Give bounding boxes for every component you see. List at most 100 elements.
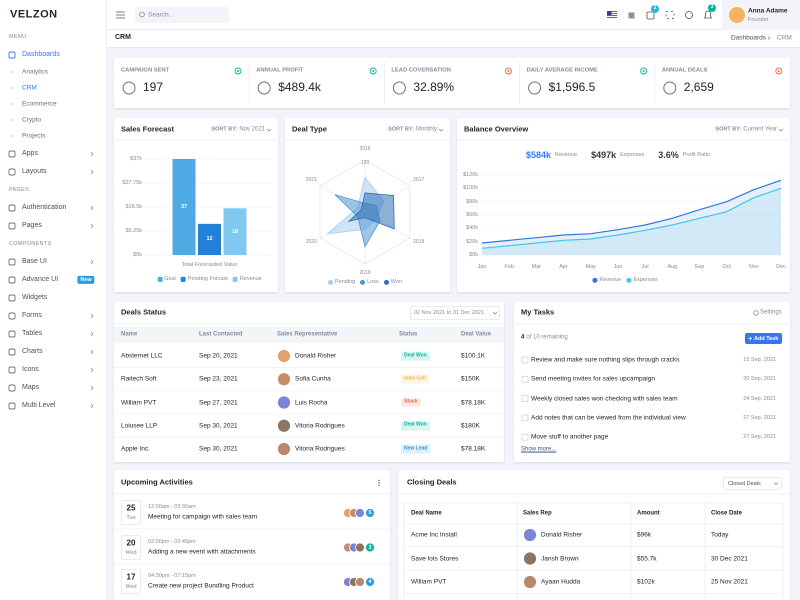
apps-icon[interactable]	[631, 15, 635, 19]
task-text: Move stuff to another page	[531, 433, 609, 441]
menu-item[interactable]: Dashboards	[22, 50, 60, 58]
legend-label: Expenses	[633, 276, 658, 283]
submenu-item[interactable]: Analytics	[22, 68, 49, 76]
task-checkbox[interactable]	[521, 356, 529, 364]
menu-item[interactable]: Icons	[22, 365, 39, 373]
submenu-item[interactable]: Ecommerce	[22, 100, 57, 108]
menu-item[interactable]: Tables	[22, 329, 43, 337]
table-cell: Raitech Soft	[121, 375, 157, 383]
menu-item[interactable]: Apps	[22, 149, 38, 157]
y-tick-label: $0k	[469, 251, 478, 258]
x-tick-label: Nov	[748, 263, 759, 270]
radar-tick-label: 120	[360, 160, 370, 167]
menu-item[interactable]: Maps	[22, 383, 40, 391]
search-placeholder[interactable]: Search...	[148, 11, 175, 19]
legend-label: Pending Forcast	[187, 275, 228, 282]
apps-icon[interactable]	[628, 15, 632, 19]
menu-item[interactable]: Advance UI	[22, 275, 59, 283]
chevron-icon	[266, 128, 272, 132]
stat-label: CAMPAIGN SENT	[121, 67, 170, 74]
fullscreen-icon[interactable]	[665, 11, 675, 19]
cart-badge: 2	[653, 5, 657, 12]
menu-item[interactable]: Multi Level	[22, 401, 56, 409]
table-cell: $102k	[637, 578, 655, 586]
submenu-item[interactable]: Crypto	[22, 116, 42, 124]
menu-item[interactable]: Pages	[22, 221, 42, 229]
legend: Revenue Expenses	[592, 276, 658, 283]
status-badge: Deal Won	[401, 351, 430, 361]
table-cell: Donald Risher	[295, 352, 337, 360]
task-text: Add notes that can be viewed from the in…	[531, 414, 686, 422]
menu-item[interactable]: Authentication	[22, 203, 67, 211]
breadcrumb-link[interactable]: Dashboards	[731, 34, 767, 42]
task-checkbox[interactable]	[521, 414, 529, 422]
date-filter[interactable]	[410, 306, 500, 320]
sort-label: SORT BY:	[715, 126, 742, 133]
stat-trend-dot	[237, 70, 239, 72]
flag-stripe	[607, 11, 617, 12]
legend-label: Loss	[367, 278, 379, 285]
sort-value[interactable]: Nov 2021	[239, 126, 265, 133]
table-header: Sales Rep	[523, 510, 552, 517]
bell-icon[interactable]	[703, 10, 713, 19]
task-checkbox[interactable]	[521, 395, 529, 403]
area	[482, 188, 781, 255]
table-header: Status	[399, 331, 418, 338]
x-tick-label: Jun	[613, 263, 623, 270]
cart-icon[interactable]	[646, 11, 655, 20]
tasks-card	[514, 302, 790, 462]
status-badge: Intro Call	[401, 374, 429, 384]
submenu-item[interactable]: Projects	[22, 132, 46, 140]
sort-value[interactable]: Monthly	[415, 126, 437, 133]
menu-item[interactable]: Charts	[22, 347, 43, 355]
more-icon[interactable]	[378, 479, 380, 482]
apps-icon[interactable]	[628, 12, 632, 16]
search-box[interactable]	[135, 7, 229, 23]
task-checkbox[interactable]	[521, 433, 529, 441]
menu-item[interactable]: Forms	[22, 311, 42, 319]
sort-value[interactable]: Current Year	[743, 126, 777, 133]
stat-trend-dot	[777, 70, 780, 72]
status-badge: New Lead	[401, 444, 431, 454]
y-tick-label: $80k	[466, 198, 478, 205]
user-name: Anna Adame	[748, 7, 788, 15]
show-more-link[interactable]: Show more...	[521, 446, 557, 453]
theme-icon[interactable]	[685, 11, 693, 19]
sort-control: SORT BY: Current Year	[715, 127, 777, 134]
stat-label: DAILY AVERAGE INCOME	[526, 67, 598, 74]
task-checkbox[interactable]	[521, 375, 529, 383]
legend-label: Revenue	[239, 275, 262, 282]
logo: VELZON	[10, 8, 58, 21]
radar-grid	[319, 159, 411, 265]
task-text: Weekly closed sales won checking with sa…	[531, 394, 678, 402]
legend-marker	[327, 279, 333, 285]
avatar	[523, 551, 537, 566]
apps-icon[interactable]	[631, 12, 635, 16]
flag-canton	[607, 11, 612, 15]
add-task-plus: Add Task	[754, 335, 779, 342]
more-icon[interactable]	[378, 482, 380, 484]
legend-item: Revenue	[592, 277, 621, 283]
stat-value: $1,596.5	[548, 80, 596, 95]
submenu-item[interactable]: CRM	[22, 84, 37, 92]
menu-item[interactable]: Widgets	[22, 293, 48, 301]
menu-icon	[8, 348, 16, 356]
flag-stripe	[607, 13, 617, 14]
add-task-button[interactable]	[745, 333, 782, 344]
x-tick-label: Mar	[531, 263, 542, 270]
menu-icon	[8, 312, 16, 320]
menu-item[interactable]: Layouts	[22, 167, 47, 175]
stat-icon	[663, 81, 677, 95]
remaining-count: 4	[521, 334, 525, 341]
deals-filter[interactable]	[723, 477, 782, 490]
stat-label: ANNUAL PROFIT	[256, 67, 304, 74]
activity-time: 02:00pm - 03:45pm	[148, 538, 196, 545]
menu-item[interactable]: Base UI	[22, 257, 47, 265]
stat-label: ANNUAL DEALS	[661, 67, 708, 74]
settings-link[interactable]: Settings	[760, 309, 782, 316]
stat-icon	[528, 81, 542, 95]
breadcrumb-current: CRM	[777, 34, 792, 42]
radar-axis-label: 2019	[359, 270, 371, 277]
more-icon[interactable]	[378, 484, 380, 487]
